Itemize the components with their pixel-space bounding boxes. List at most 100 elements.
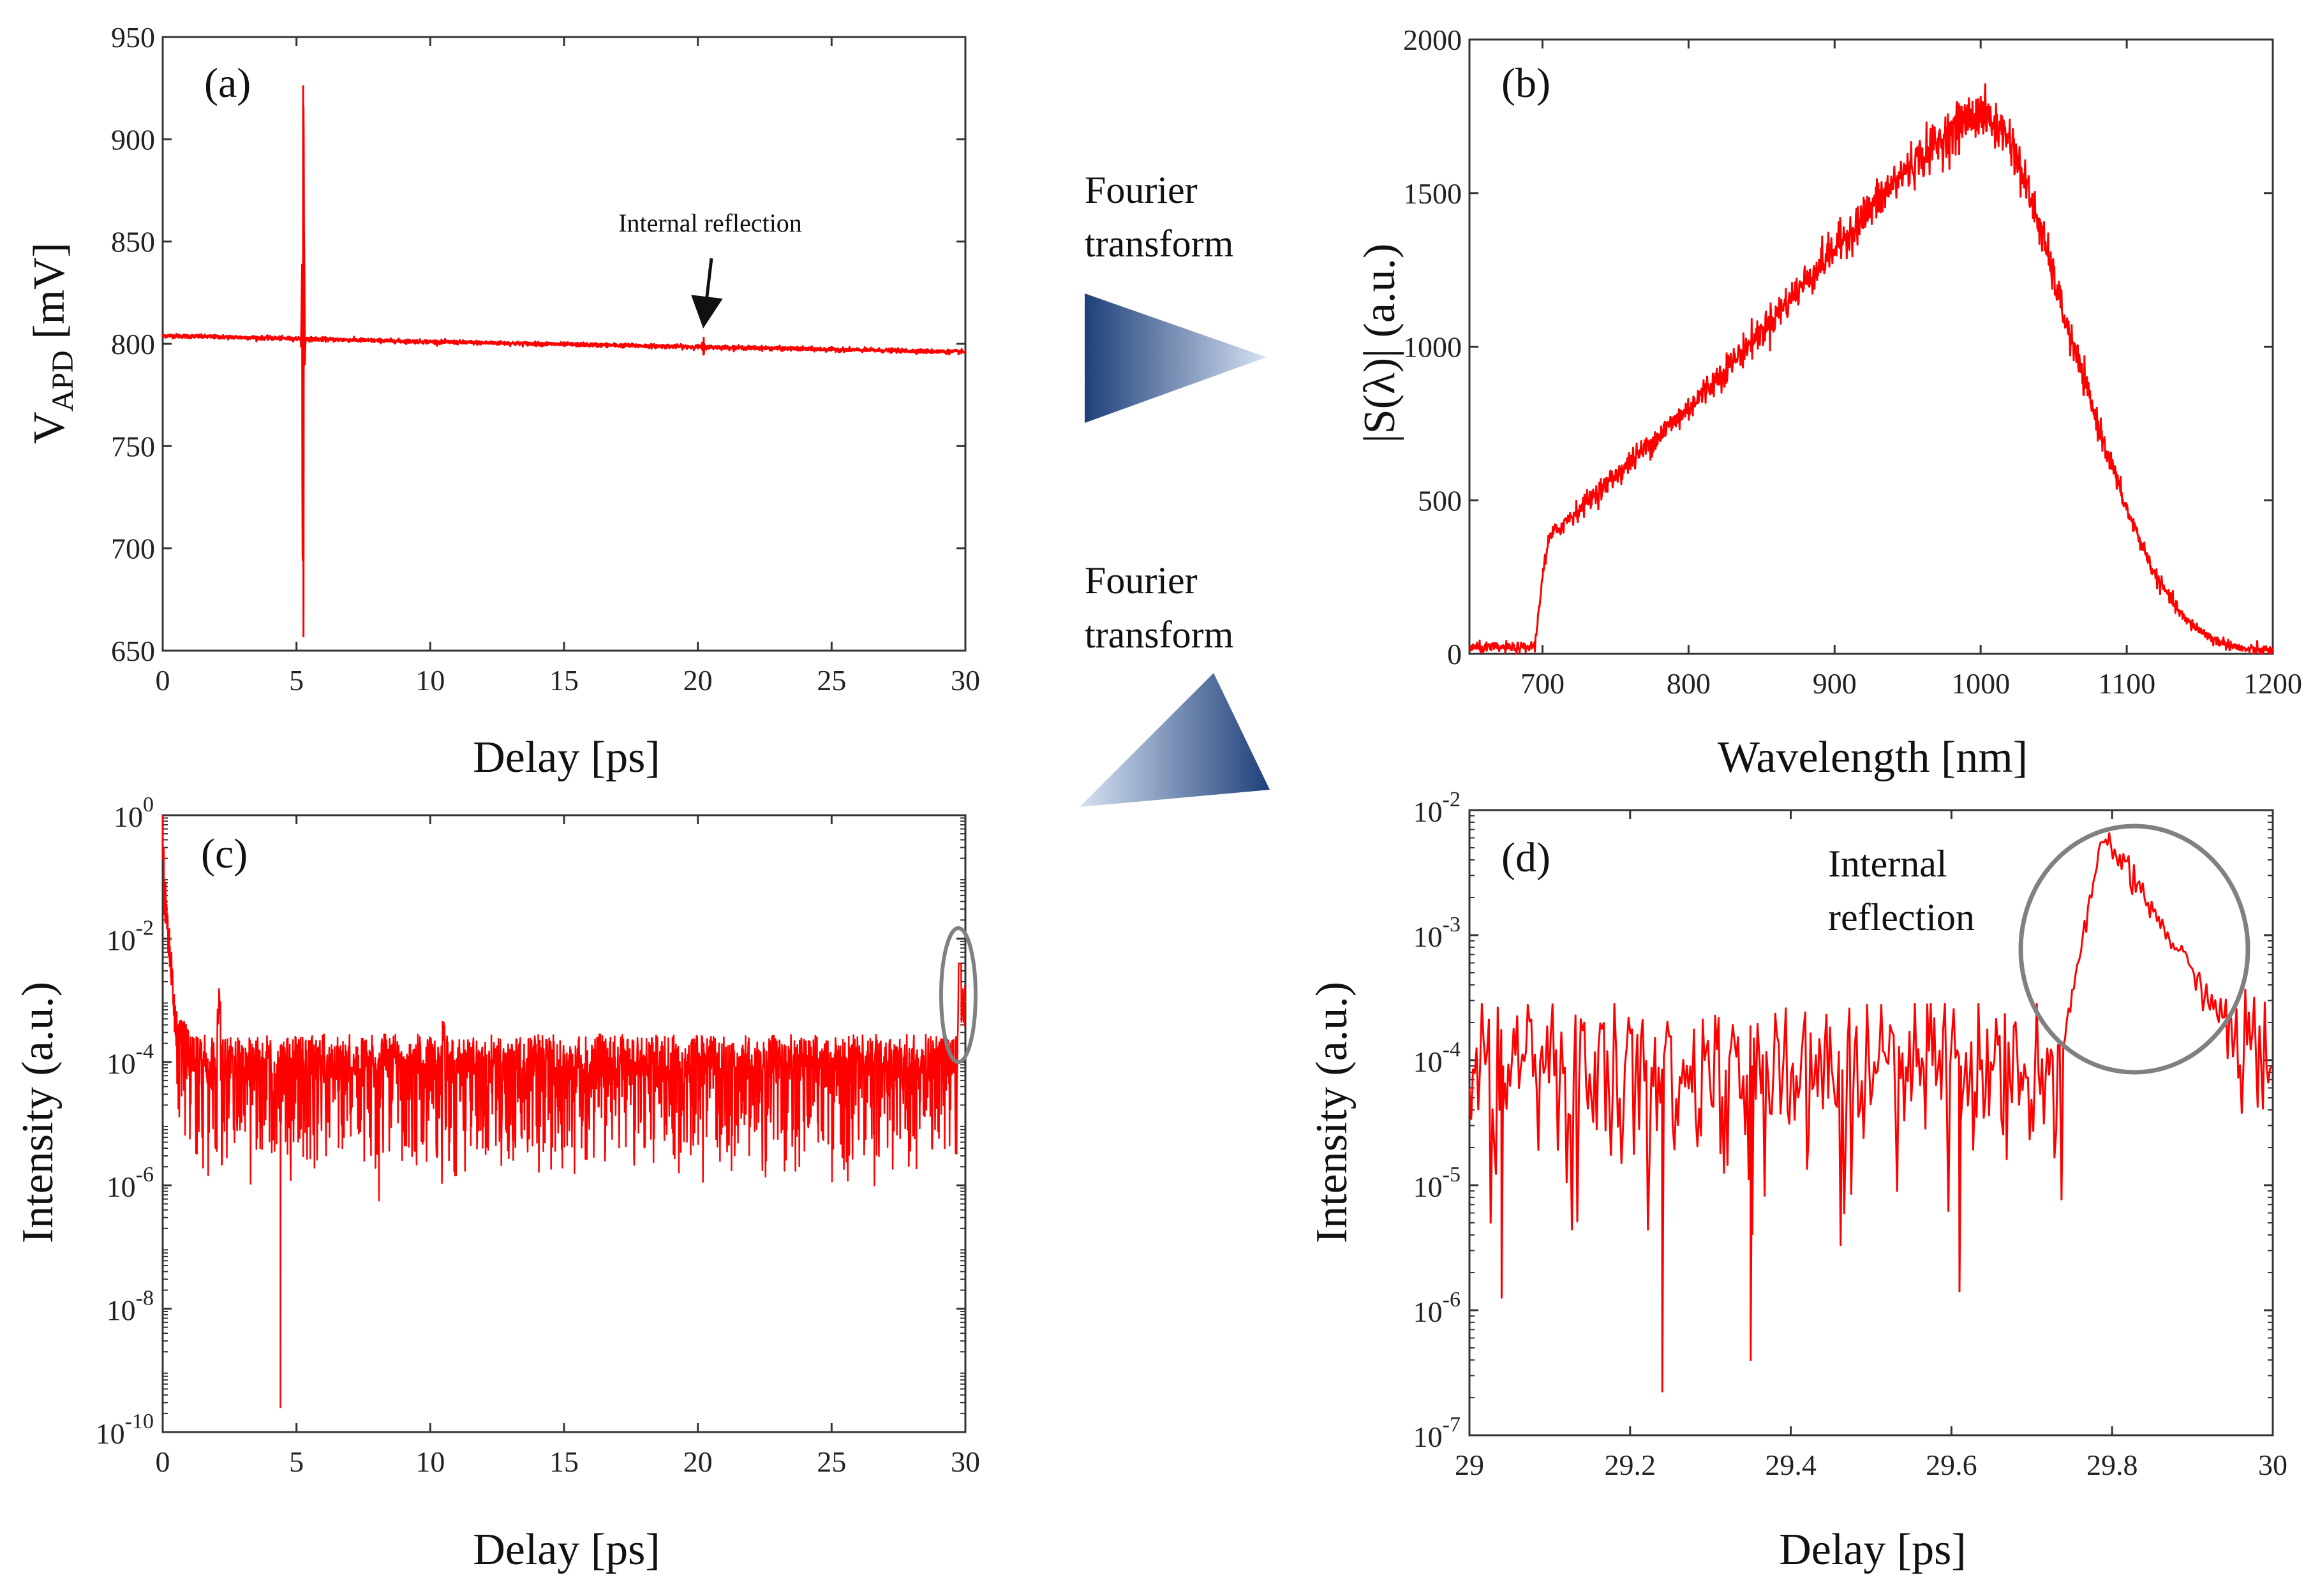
panel-d-ytick-label: 10-7 [1413, 1413, 1461, 1453]
panel-d-ytick-label: 10-5 [1413, 1163, 1461, 1203]
panel-b-ylabel: |S(λ)| (a.u.) [1355, 244, 1404, 443]
panel-c-ytick-label: 10-8 [107, 1287, 154, 1327]
panel-d-xlabel: Delay [ps] [1779, 1525, 1967, 1574]
panel-c-xtick-label: 20 [683, 1445, 713, 1478]
panel-a-series-line [161, 85, 966, 638]
panel-d-xtick-label: 29 [1455, 1449, 1484, 1481]
panel-b-xtick-label: 800 [1667, 667, 1711, 700]
panel-c-ytick-exp: -8 [136, 1287, 154, 1310]
panel-d-xtick-label: 29.4 [1765, 1449, 1817, 1481]
panel-a-xtick-label: 10 [415, 664, 445, 697]
panel-c-xtick-label: 25 [817, 1445, 846, 1478]
panel-d-ytick-base: 10 [1413, 1171, 1443, 1203]
panel-a-xtick-label: 5 [289, 664, 304, 697]
panel-b-plot-area: 700 800 900 1000 1100 1200 0 500 1000 1500 2000 [1403, 24, 2302, 700]
panel-c-ytick-label: 10-10 [96, 1410, 154, 1450]
panel-c-ytick-label: 10-6 [107, 1163, 154, 1203]
panel-d-ytick-base: 10 [1413, 1296, 1443, 1328]
panel-a-xlabel: Delay [ps] [473, 733, 660, 782]
top-arrow-text-line1: Fourier [1085, 169, 1198, 211]
panel-c-label: (c) [201, 831, 248, 877]
panel-d-ytick-label: 10-4 [1413, 1038, 1461, 1078]
bottom-arrow-text-line1: Fourier [1085, 559, 1198, 602]
panel-b-xlabel: Wavelength [nm] [1718, 733, 2028, 782]
panel-d-ytick-exp: -7 [1443, 1413, 1461, 1437]
panel-d-ytick-exp: -4 [1443, 1038, 1461, 1061]
panel-d-xtick-label: 30 [2258, 1449, 2287, 1481]
panel-a-ylabel: VAPD [mV] [25, 242, 80, 444]
panel-d-ytick-exp: -3 [1443, 913, 1461, 936]
panel-c-ytick-base: 10 [107, 1047, 136, 1080]
panel-d-ytick-base: 10 [1413, 1046, 1443, 1078]
panel-c-ytick-exp: -2 [136, 916, 154, 940]
panel-a-ytick-label: 650 [111, 635, 155, 667]
panel-d-ytick-label: 10-6 [1413, 1288, 1461, 1328]
panel-d-ytick-label: 10-2 [1413, 788, 1461, 828]
panel-d-highlight-ellipse [2018, 824, 2250, 1075]
panel-b-chart: 700 800 900 1000 1100 1200 0 500 1000 1500 2000 (b… [1355, 24, 2302, 782]
panel-d-ytick-exp: -6 [1443, 1288, 1461, 1312]
panel-d-chart: 29 29.2 29.4 29.6 29.8 3010-710-610-510-410-3… [1307, 788, 2287, 1574]
panel-d-xtick-label: 29.6 [1926, 1449, 1977, 1481]
panel-d-ylabel: Intensity (a.u.) [1307, 982, 1357, 1243]
panel-c-ytick-base: 10 [107, 1171, 136, 1203]
panel-c-highlight-ellipse [939, 926, 978, 1064]
panel-d-ytick-base: 10 [1413, 1421, 1443, 1453]
fourier-transform-arrows: Fourier transform Fourier transform [1080, 169, 1270, 807]
panel-a-ytick-label: 800 [111, 328, 155, 360]
top-triangle-arrow-icon [1085, 293, 1267, 423]
panel-b-ytick-label: 2000 [1403, 24, 1462, 56]
panel-a-xtick-label: 25 [817, 664, 846, 697]
panel-a-chart: 0 5 10 15 20 25 30 650 700 750 800 850 900 950 (a) In… [25, 21, 980, 782]
panel-d-ytick-exp: -5 [1443, 1163, 1461, 1186]
panel-d-ytick-exp: -2 [1443, 788, 1461, 811]
panel-b-ytick-label: 1500 [1403, 177, 1462, 210]
panel-b-ytick-label: 500 [1418, 484, 1462, 517]
top-arrow-text-line2: transform [1085, 223, 1233, 265]
panel-a-xtick-label: 0 [156, 664, 170, 697]
panel-d-frame [1468, 809, 2274, 1437]
panel-b-ytick-label: 0 [1447, 638, 1462, 670]
panel-b-ytick-label: 1000 [1403, 331, 1462, 364]
panel-a-ylabel-unit: [mV] [25, 242, 74, 350]
panel-d-annotation-line2: reflection [1828, 896, 1975, 938]
panel-b-series-line [1468, 83, 2274, 655]
panel-c-ytick-base: 10 [107, 1294, 136, 1327]
panel-c-ytick-label: 100 [114, 793, 154, 833]
panel-b-xtick-label: 1200 [2243, 667, 2302, 700]
panel-a-ytick-label: 950 [111, 21, 155, 54]
bottom-arrow-text-line2: transform [1085, 614, 1233, 656]
panel-a-label: (a) [204, 60, 251, 107]
panel-a-plot-area: 0 5 10 15 20 25 30 650 700 750 800 850 900 950 [111, 21, 980, 697]
panel-a-ytick-label: 900 [111, 123, 155, 156]
panel-d-label: (d) [1501, 834, 1550, 881]
panel-d-ytick-base: 10 [1413, 795, 1443, 828]
panel-c-ylabel: Intensity (a.u.) [13, 982, 63, 1243]
panel-d-xtick-label: 29.2 [1605, 1449, 1656, 1481]
panel-c-xtick-label: 30 [951, 1445, 980, 1478]
panel-c-ytick-label: 10-4 [107, 1040, 154, 1080]
panel-c-ytick-base: 10 [114, 801, 143, 833]
panel-d-ytick-base: 10 [1413, 920, 1443, 953]
panel-c-ytick-exp: -10 [125, 1410, 154, 1433]
panel-b-frame [1468, 38, 2274, 655]
panel-a-xtick-label: 15 [549, 664, 579, 697]
bottom-triangle-arrow-icon [1080, 673, 1270, 807]
panel-a-annotation: Internal reflection [618, 209, 802, 237]
panel-c-ytick-exp: 0 [143, 793, 154, 816]
panel-b-xtick-label: 700 [1521, 667, 1565, 700]
panel-c-xlabel: Delay [ps] [473, 1525, 660, 1574]
panel-d-ytick-label: 10-3 [1413, 913, 1461, 953]
panel-a-xtick-label: 20 [683, 664, 713, 697]
panel-a-ylabel-main: V [25, 411, 74, 444]
panel-c-xtick-label: 0 [156, 1445, 170, 1478]
panel-b-xtick-label: 1000 [1951, 667, 2010, 700]
panel-a-ytick-label: 700 [111, 533, 155, 565]
panel-c-series-line [161, 815, 967, 1408]
panel-a-xtick-label: 30 [951, 664, 980, 697]
panel-d-series-line [1468, 832, 2273, 1393]
panel-a-ylabel-sub: APD [46, 350, 80, 411]
